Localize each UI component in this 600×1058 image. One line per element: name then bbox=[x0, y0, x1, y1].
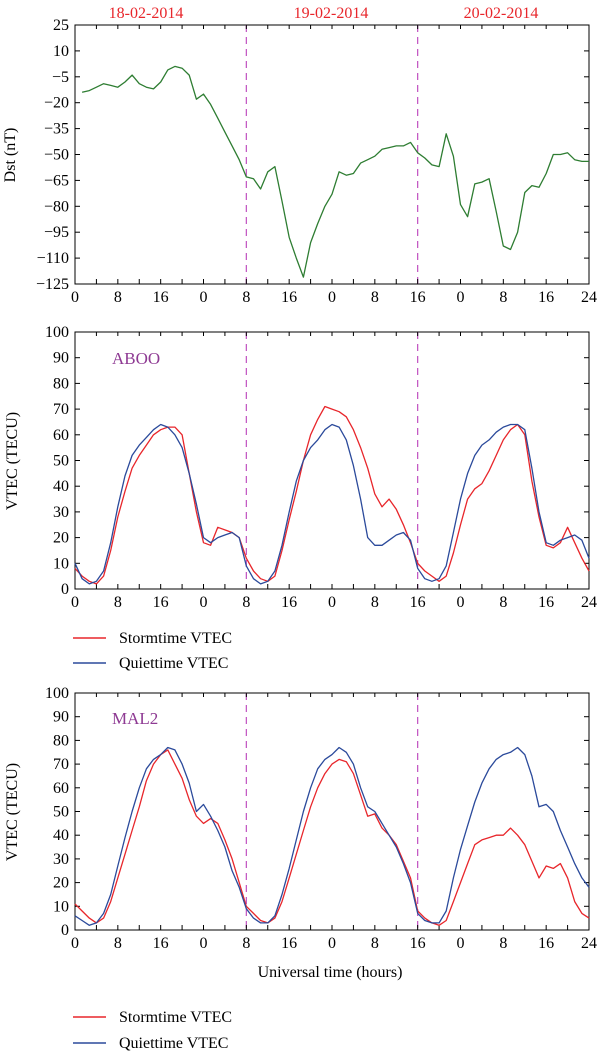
y-tick-label: 10 bbox=[53, 898, 69, 915]
x-tick-label: 0 bbox=[457, 289, 465, 306]
y-tick-label: 90 bbox=[53, 350, 69, 367]
x-tick-label: 0 bbox=[200, 594, 208, 611]
x-tick-label: 8 bbox=[371, 594, 379, 611]
x-tick-label: 16 bbox=[153, 289, 169, 306]
x-tick-label: 0 bbox=[457, 935, 465, 952]
y-tick-label: 50 bbox=[53, 804, 69, 821]
legend-label-quiet: Quiettime VTEC bbox=[119, 655, 228, 672]
y-tick-label: 60 bbox=[53, 780, 69, 797]
legend-label-quiet: Quiettime VTEC bbox=[119, 1035, 228, 1052]
x-tick-label: 16 bbox=[281, 935, 297, 952]
y-tick-label: −125 bbox=[36, 276, 69, 293]
y-tick-label: −50 bbox=[44, 147, 69, 164]
aboo-panel: ABOO VTEC (TECU) Stormtime VTEC Quiettim… bbox=[4, 324, 597, 672]
x-tick-label: 8 bbox=[114, 289, 122, 306]
day-label-1: 18-02-2014 bbox=[109, 5, 184, 22]
x-tick-label: 24 bbox=[581, 594, 597, 611]
y-tick-label: −65 bbox=[44, 172, 69, 189]
x-tick-label: 24 bbox=[581, 289, 597, 306]
x-tick-label: 8 bbox=[499, 594, 507, 611]
y-tick-label: 20 bbox=[53, 875, 69, 892]
y-tick-label: 90 bbox=[53, 709, 69, 726]
x-tick-label: 0 bbox=[71, 594, 79, 611]
x-tick-label: 0 bbox=[328, 289, 336, 306]
series-line-quiettime-vtec bbox=[74, 746, 590, 926]
x-tick-label: 16 bbox=[538, 594, 554, 611]
day-label-2: 19-02-2014 bbox=[294, 5, 369, 22]
y-tick-label: 40 bbox=[53, 478, 69, 495]
station-label-mal2: MAL2 bbox=[112, 709, 158, 728]
mal2-panel: MAL2 VTEC (TECU) Universal time (hours) … bbox=[4, 685, 597, 1052]
y-tick-label: 20 bbox=[53, 530, 69, 547]
x-tick-label: 0 bbox=[200, 289, 208, 306]
y-tick-label: −5 bbox=[52, 69, 69, 86]
x-tick-label: 8 bbox=[242, 935, 250, 952]
x-tick-label: 8 bbox=[499, 935, 507, 952]
x-tick-label: 16 bbox=[153, 935, 169, 952]
series-line-dst-0 bbox=[81, 65, 589, 278]
x-tick-label: 8 bbox=[114, 594, 122, 611]
y-tick-label: 100 bbox=[45, 324, 69, 341]
x-tick-label: 16 bbox=[281, 289, 297, 306]
plot-frame bbox=[74, 692, 590, 931]
y-tick-label: 30 bbox=[53, 851, 69, 868]
y-tick-label: 70 bbox=[53, 756, 69, 773]
x-tick-label: 24 bbox=[581, 935, 597, 952]
x-tick-label: 8 bbox=[371, 935, 379, 952]
y-tick-label: 50 bbox=[53, 453, 69, 470]
x-tick-label: 16 bbox=[538, 289, 554, 306]
legend-mal2: Stormtime VTEC Quiettime VTEC bbox=[73, 1009, 232, 1052]
y-axis-label-mal2: VTEC (TECU) bbox=[4, 763, 21, 861]
y-tick-label: 30 bbox=[53, 504, 69, 521]
y-tick-label: −20 bbox=[44, 95, 69, 112]
y-tick-label: 40 bbox=[53, 827, 69, 844]
dst-panel: 18-02-2014 19-02-2014 20-02-2014 Dst (nT… bbox=[2, 5, 597, 306]
y-tick-label: 70 bbox=[53, 401, 69, 418]
x-tick-label: 16 bbox=[538, 935, 554, 952]
x-tick-label: 8 bbox=[242, 594, 250, 611]
y-tick-label: −95 bbox=[44, 224, 69, 241]
legend-label-storm: Stormtime VTEC bbox=[119, 1009, 232, 1026]
series-line-stormtime-vtec bbox=[74, 749, 590, 926]
x-tick-label: 16 bbox=[153, 594, 169, 611]
plot-frame bbox=[74, 331, 590, 590]
series-line-stormtime-vtec bbox=[74, 405, 590, 585]
y-tick-label: −80 bbox=[44, 198, 69, 215]
legend-label-storm: Stormtime VTEC bbox=[119, 630, 232, 647]
y-tick-label: 10 bbox=[53, 555, 69, 572]
x-tick-label: 0 bbox=[328, 935, 336, 952]
legend-aboo: Stormtime VTEC Quiettime VTEC bbox=[73, 630, 232, 672]
station-label-aboo: ABOO bbox=[112, 349, 160, 368]
x-tick-label: 0 bbox=[328, 594, 336, 611]
x-tick-label: 8 bbox=[242, 289, 250, 306]
x-tick-label: 8 bbox=[114, 935, 122, 952]
y-tick-label: −35 bbox=[44, 121, 69, 138]
y-tick-label: 0 bbox=[61, 581, 69, 598]
x-tick-label: 0 bbox=[71, 935, 79, 952]
day-label-3: 20-02-2014 bbox=[464, 5, 539, 22]
x-tick-label: 16 bbox=[410, 289, 426, 306]
y-tick-label: 80 bbox=[53, 732, 69, 749]
series-line-quiettime-vtec bbox=[74, 423, 590, 585]
x-tick-label: 0 bbox=[457, 594, 465, 611]
y-axis-label-aboo: VTEC (TECU) bbox=[4, 412, 21, 510]
x-axis-label: Universal time (hours) bbox=[258, 964, 403, 981]
x-tick-label: 16 bbox=[410, 935, 426, 952]
y-tick-label: 10 bbox=[53, 43, 69, 60]
x-tick-label: 16 bbox=[281, 594, 297, 611]
y-tick-label: 25 bbox=[53, 17, 69, 34]
x-tick-label: 8 bbox=[371, 289, 379, 306]
y-tick-label: 80 bbox=[53, 375, 69, 392]
y-tick-label: 0 bbox=[61, 922, 69, 939]
y-tick-label: −110 bbox=[37, 250, 69, 267]
x-tick-label: 16 bbox=[410, 594, 426, 611]
x-tick-label: 0 bbox=[200, 935, 208, 952]
x-tick-label: 0 bbox=[71, 289, 79, 306]
y-tick-label: 60 bbox=[53, 427, 69, 444]
x-tick-label: 8 bbox=[499, 289, 507, 306]
y-axis-label-dst: Dst (nT) bbox=[2, 128, 19, 183]
y-tick-label: 100 bbox=[45, 685, 69, 702]
